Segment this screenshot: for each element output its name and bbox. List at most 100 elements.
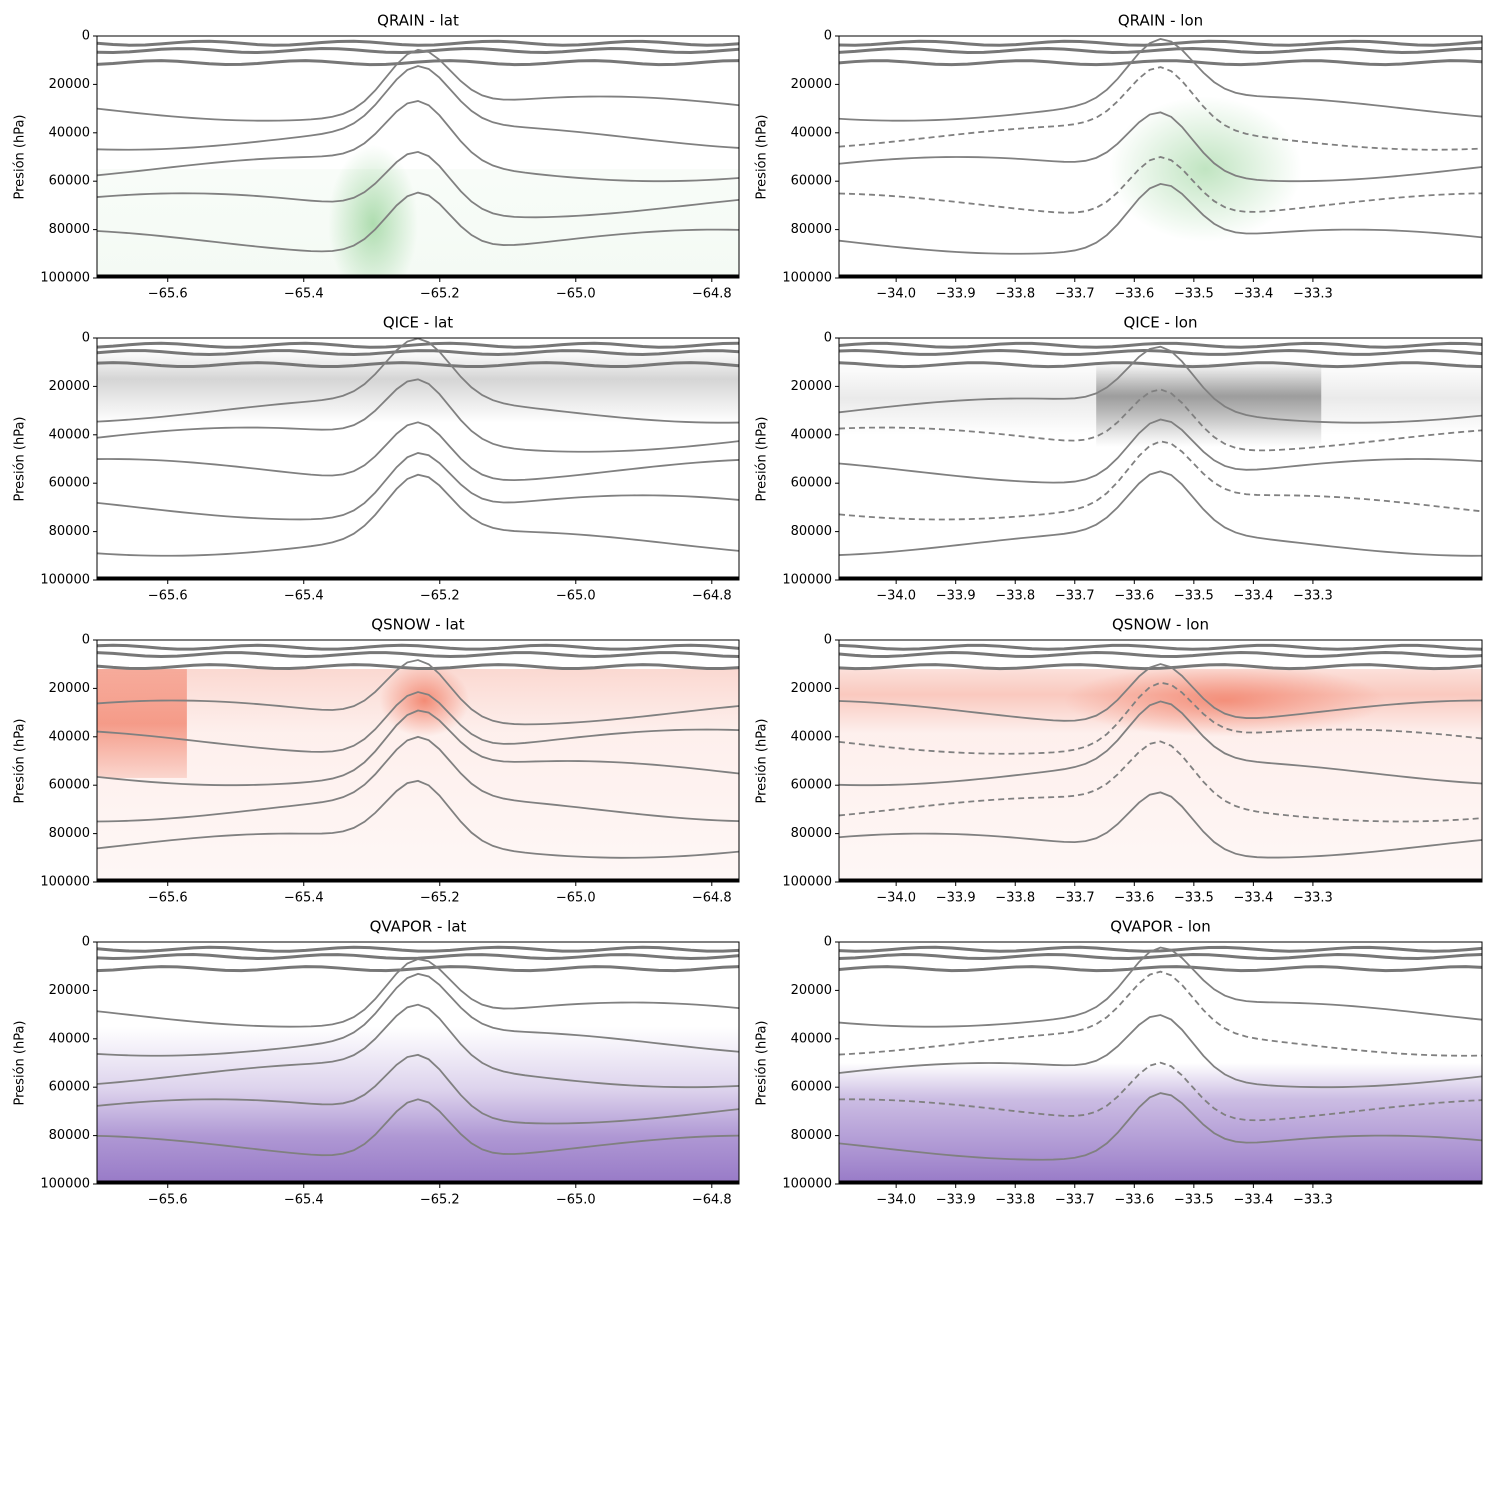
contour-line	[97, 378, 739, 453]
x-tick-label: −64.8	[692, 589, 732, 604]
x-tick-label: −33.9	[936, 589, 976, 604]
plot-area	[97, 942, 739, 1184]
x-tick-label: −64.8	[692, 1193, 732, 1208]
y-tick-label: 100000	[782, 271, 832, 286]
plot-area	[97, 338, 739, 580]
contour-line	[839, 1014, 1482, 1089]
y-tick-label: 40000	[791, 1031, 832, 1046]
y-tick-label: 60000	[49, 1080, 90, 1095]
x-tick-label: −33.6	[1114, 891, 1154, 906]
y-tick-label: 100000	[40, 1177, 90, 1192]
x-tick-label: −65.6	[148, 589, 188, 604]
y-tick-label: 100000	[782, 875, 832, 890]
x-tick-label: −34.0	[876, 891, 916, 906]
contour-line	[839, 643, 1482, 651]
y-tick-label: 0	[824, 331, 832, 346]
contour-line	[839, 791, 1482, 859]
y-tick-label: 20000	[49, 379, 90, 394]
y-axis-label: Presión (hPa)	[755, 115, 770, 200]
plot-area	[839, 36, 1482, 278]
x-tick-label: −33.8	[995, 891, 1035, 906]
contour-line	[97, 47, 739, 55]
plot-frame	[838, 639, 1483, 883]
contour-line	[97, 48, 739, 122]
y-tick-label: 100000	[782, 573, 832, 588]
x-tick-label: −33.9	[936, 1193, 976, 1208]
panel: QRAIN - lon Presión (hPa) 0 20000 40000 60000…	[755, 12, 1483, 302]
contour-line	[839, 945, 1482, 953]
plot-area	[839, 640, 1482, 882]
x-tick-label: −33.7	[1055, 589, 1095, 604]
x-tick-label: −65.0	[556, 1193, 596, 1208]
contour-line	[839, 740, 1482, 823]
y-tick-label: 100000	[40, 271, 90, 286]
y-tick-label: 20000	[791, 77, 832, 92]
y-tick-label: 80000	[791, 524, 832, 539]
contour-line	[839, 440, 1482, 521]
y-tick-label: 20000	[791, 681, 832, 696]
x-tick-label: −34.0	[876, 287, 916, 302]
x-tick-label: −65.2	[420, 1193, 460, 1208]
x-tick-label: −33.3	[1293, 1193, 1333, 1208]
x-tick-label: −33.8	[995, 287, 1035, 302]
contour-line	[97, 191, 739, 253]
x-tick-label: −33.7	[1055, 1193, 1095, 1208]
contour-line	[839, 361, 1482, 369]
y-tick-label: 100000	[782, 1177, 832, 1192]
y-tick-label: 80000	[49, 826, 90, 841]
y-tick-label: 20000	[791, 983, 832, 998]
contour-line	[839, 39, 1482, 47]
contour-line	[839, 663, 1482, 671]
contour-line	[839, 156, 1482, 214]
y-tick-label: 0	[82, 29, 90, 44]
x-tick-label: −34.0	[876, 1193, 916, 1208]
x-tick-label: −33.7	[1055, 891, 1095, 906]
shading	[97, 169, 739, 278]
y-tick-label: 0	[82, 935, 90, 950]
y-tick-label: 40000	[49, 125, 90, 140]
x-tick-label: −65.6	[148, 287, 188, 302]
shading	[839, 1063, 1482, 1184]
x-tick-label: −33.4	[1233, 287, 1273, 302]
y-tick-label: 40000	[49, 729, 90, 744]
contour-line	[97, 1003, 739, 1089]
contour-line	[97, 709, 739, 787]
x-tick-label: −33.4	[1233, 1193, 1273, 1208]
contour-line	[839, 965, 1482, 973]
y-tick-label: 80000	[49, 1128, 90, 1143]
contour-line	[839, 418, 1482, 484]
contour-line	[97, 779, 739, 859]
x-tick-label: −64.8	[692, 287, 732, 302]
contour-line	[839, 341, 1482, 349]
y-tick-label: 100000	[40, 573, 90, 588]
y-axis-label: Presión (hPa)	[755, 417, 770, 502]
contour-line	[97, 59, 739, 67]
y-axis-label: Presión (hPa)	[755, 1021, 770, 1106]
y-tick-label: 80000	[791, 1128, 832, 1143]
plot-area	[839, 942, 1482, 1184]
contour-line	[97, 972, 739, 1057]
contour-line	[97, 341, 739, 349]
contour-line	[97, 691, 739, 753]
contour-line	[839, 1061, 1482, 1122]
y-tick-label: 60000	[791, 1080, 832, 1095]
contour-line	[839, 349, 1482, 356]
contour-line	[839, 66, 1482, 151]
y-axis-label: Presión (hPa)	[13, 719, 28, 804]
plot-frame	[838, 337, 1483, 581]
panel-title: QSNOW - lat	[371, 616, 464, 634]
shading	[1109, 96, 1302, 242]
y-axis-label: Presión (hPa)	[13, 1021, 28, 1106]
panel-title: QICE - lon	[1124, 314, 1198, 332]
x-tick-label: −33.6	[1114, 287, 1154, 302]
y-tick-label: 0	[82, 633, 90, 648]
x-tick-label: −33.5	[1174, 589, 1214, 604]
contour-line	[839, 47, 1482, 54]
x-tick-label: −33.4	[1233, 891, 1273, 906]
x-tick-label: −65.0	[556, 287, 596, 302]
contour-line	[97, 65, 739, 151]
y-tick-label: 20000	[49, 77, 90, 92]
x-tick-label: −33.6	[1114, 1193, 1154, 1208]
x-tick-label: −33.5	[1174, 891, 1214, 906]
y-tick-label: 60000	[791, 476, 832, 491]
